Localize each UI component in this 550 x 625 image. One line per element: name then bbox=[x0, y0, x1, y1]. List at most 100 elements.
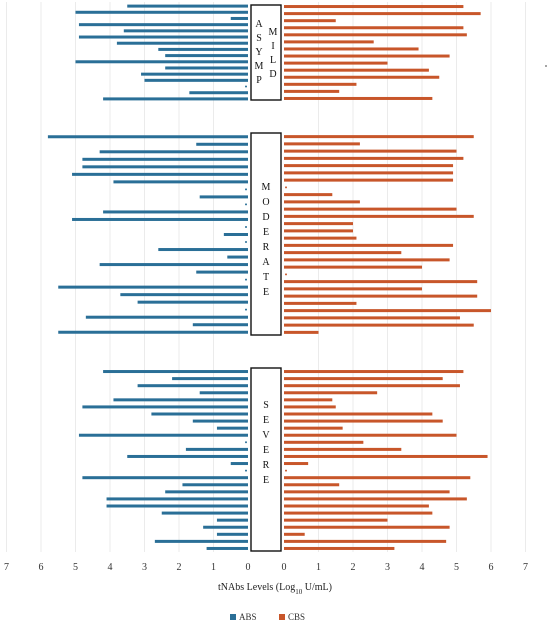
abs-bar bbox=[158, 47, 248, 51]
abs-bar bbox=[137, 300, 248, 304]
abs-bar bbox=[72, 172, 248, 176]
cbs-bar bbox=[284, 316, 460, 320]
group-label-letter: R bbox=[263, 460, 270, 471]
abs-bar bbox=[58, 285, 248, 289]
abs-bar bbox=[72, 217, 248, 221]
cbs-bar bbox=[284, 462, 309, 466]
x-axis-label: tNAbs Levels (Log10 U/mL) bbox=[218, 582, 332, 596]
x-tick-label: 6 bbox=[39, 562, 44, 573]
abs-bar bbox=[78, 23, 248, 27]
abs-bar bbox=[75, 60, 248, 64]
cbs-bar bbox=[284, 419, 443, 423]
abs-bar bbox=[103, 210, 248, 214]
abs-bar bbox=[144, 78, 248, 82]
group-label-letter: A bbox=[255, 19, 263, 30]
group-label-letter: M bbox=[269, 27, 278, 38]
legend-label-cbs: CBS bbox=[288, 612, 305, 622]
cbs-bar bbox=[284, 89, 340, 93]
abs-bar bbox=[216, 532, 248, 536]
group-label-letter: M bbox=[255, 61, 264, 72]
legend-label-abs: ABS bbox=[239, 612, 257, 622]
cbs-bar bbox=[284, 222, 353, 226]
cbs-bar bbox=[284, 19, 336, 23]
x-tick-label: 5 bbox=[454, 562, 459, 573]
cbs-bar bbox=[284, 323, 474, 327]
abs-bar bbox=[103, 370, 248, 374]
abs-bar bbox=[58, 330, 248, 334]
cbs-bar bbox=[284, 398, 333, 402]
x-tick-labels: 7 0 6 1 5 2 4 3 3 4 2 5 1 6 0 7 bbox=[4, 562, 528, 573]
group-label-letter: T bbox=[263, 272, 269, 283]
cbs-bar bbox=[284, 243, 454, 247]
abs-bar bbox=[137, 384, 248, 388]
abs-bar bbox=[165, 54, 248, 58]
group-label-letter: E bbox=[263, 475, 269, 486]
abs-bar bbox=[165, 490, 248, 494]
cbs-bar bbox=[284, 377, 443, 381]
abs-bar bbox=[245, 469, 247, 472]
group-label-letter: E bbox=[263, 227, 269, 238]
abs-bar bbox=[127, 4, 248, 8]
group-label-letter: I bbox=[271, 41, 274, 52]
cbs-bar bbox=[284, 214, 474, 218]
cbs-bar bbox=[284, 504, 429, 508]
abs-bar bbox=[151, 412, 248, 416]
group-label-letter: D bbox=[262, 212, 269, 223]
abs-bar bbox=[141, 72, 248, 76]
abs-bar bbox=[199, 391, 248, 395]
abs-bar bbox=[185, 447, 248, 451]
group-label-letter: S bbox=[256, 33, 262, 44]
cbs-bar bbox=[284, 61, 388, 65]
group-label-letter: V bbox=[262, 430, 270, 441]
abs-bar bbox=[245, 441, 247, 444]
abs-bar bbox=[245, 308, 247, 311]
abs-bar bbox=[196, 270, 248, 274]
abs-bar bbox=[192, 419, 248, 423]
cbs-bar bbox=[284, 5, 464, 9]
abs-bar bbox=[203, 525, 248, 529]
abs-bar bbox=[82, 405, 249, 409]
cbs-bar bbox=[284, 483, 340, 487]
abs-bar bbox=[189, 91, 248, 95]
x-tick-label: 3 bbox=[142, 562, 147, 573]
abs-bar bbox=[154, 539, 248, 543]
abs-bar bbox=[223, 233, 248, 236]
abs-bar bbox=[85, 315, 248, 319]
cbs-bar bbox=[285, 186, 287, 189]
abs-bar bbox=[99, 263, 249, 267]
abs-bars bbox=[47, 4, 249, 550]
group-label-letter: L bbox=[270, 55, 276, 66]
cbs-bar bbox=[284, 309, 491, 313]
cbs-bar bbox=[284, 412, 433, 416]
cbs-bar bbox=[284, 135, 474, 139]
cbs-bar bbox=[284, 294, 478, 298]
abs-bar bbox=[106, 497, 248, 501]
stray-dot bbox=[545, 65, 547, 67]
abs-bar bbox=[245, 241, 247, 244]
cbs-bar bbox=[284, 301, 357, 305]
cbs-bar bbox=[284, 164, 454, 168]
abs-bar bbox=[206, 546, 248, 550]
group-label-box bbox=[250, 367, 282, 552]
abs-bar bbox=[99, 150, 249, 154]
abs-bar bbox=[227, 255, 248, 259]
abs-bar bbox=[245, 85, 247, 88]
cbs-bars bbox=[284, 5, 491, 550]
abs-bar bbox=[230, 16, 248, 20]
group-label-letter: D bbox=[269, 69, 276, 80]
cbs-bar bbox=[284, 171, 454, 175]
x-tick-label: 7 bbox=[4, 562, 9, 573]
cbs-bar bbox=[284, 426, 343, 430]
cbs-bar bbox=[284, 12, 481, 16]
cbs-bar bbox=[284, 82, 357, 86]
x-tick-label: 4 bbox=[420, 562, 425, 573]
cbs-bar bbox=[284, 156, 464, 160]
cbs-bar bbox=[284, 258, 450, 262]
cbs-bar bbox=[284, 265, 422, 269]
x-tick-label: 3 bbox=[385, 562, 390, 573]
cbs-bar bbox=[284, 546, 395, 550]
abs-bar bbox=[113, 398, 248, 402]
abs-bar bbox=[182, 483, 248, 487]
cbs-bar bbox=[284, 280, 478, 284]
cbs-bar bbox=[284, 26, 464, 30]
